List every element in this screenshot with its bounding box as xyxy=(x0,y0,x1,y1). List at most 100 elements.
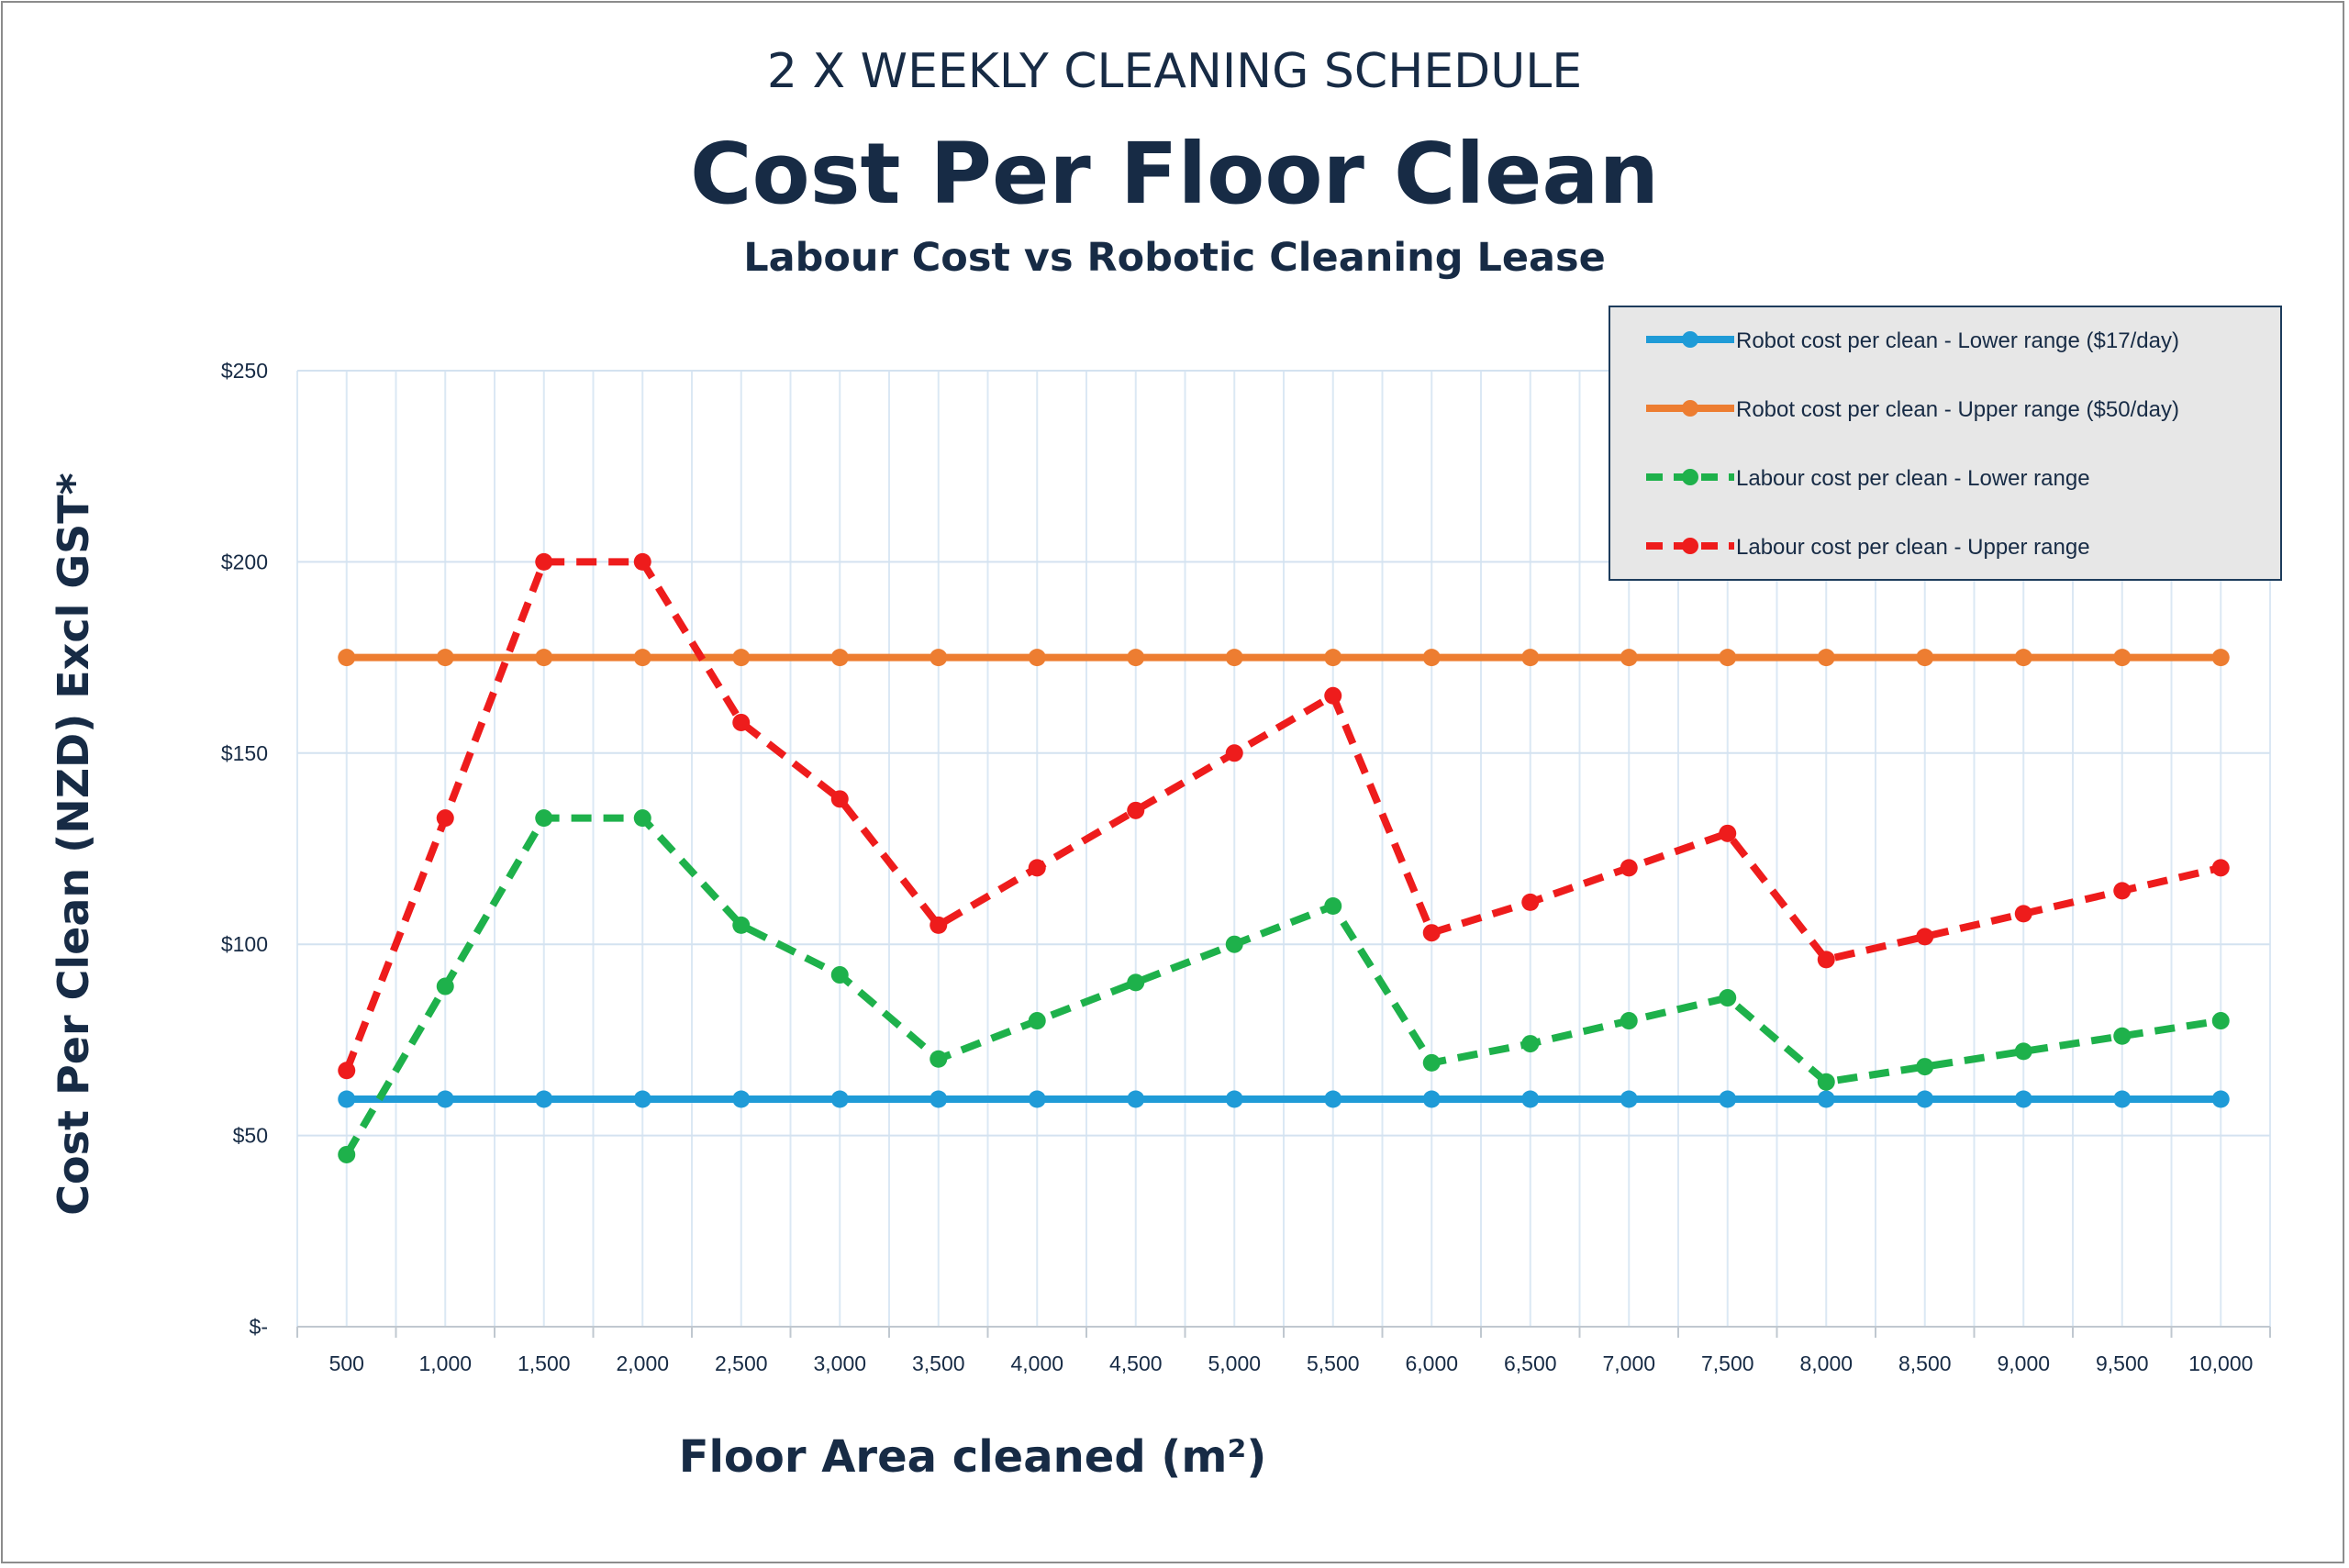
y-tick-label: $200 xyxy=(221,550,268,573)
data-point xyxy=(1916,928,1934,946)
data-point xyxy=(1916,649,1934,667)
x-tick-label: 7,000 xyxy=(1602,1351,1655,1375)
data-point xyxy=(930,1050,948,1068)
data-point xyxy=(1422,649,1441,667)
x-tick-label: 6,000 xyxy=(1405,1351,1458,1375)
x-tick-label: 9,500 xyxy=(2096,1351,2149,1375)
data-point xyxy=(1028,1090,1046,1108)
legend-marker xyxy=(1682,469,1698,485)
data-point xyxy=(1817,951,1835,969)
data-point xyxy=(2014,905,2032,923)
data-point xyxy=(633,809,651,828)
data-point xyxy=(732,916,751,934)
series-3 xyxy=(338,809,2230,1163)
legend-marker xyxy=(1682,331,1698,348)
data-point xyxy=(1422,1053,1441,1072)
data-point xyxy=(830,966,849,984)
series-4 xyxy=(338,552,2230,1080)
data-point xyxy=(1620,1090,1638,1108)
x-tick-label: 4,500 xyxy=(1109,1351,1163,1375)
data-point xyxy=(633,1090,651,1108)
y-tick-label: $250 xyxy=(221,359,268,383)
x-tick-label: 6,500 xyxy=(1504,1351,1557,1375)
axes: $- $50 $100 $150 $200 $250 500 1,000 1,500 2,000 2… xyxy=(221,359,2271,1375)
series-2 xyxy=(338,649,2230,667)
legend-entry: Robot cost per clean - Lower range ($17/… xyxy=(1646,328,2179,353)
data-point xyxy=(1719,649,1737,667)
data-point xyxy=(338,1062,356,1080)
y-tick-label: $150 xyxy=(221,741,268,765)
data-point xyxy=(1620,1012,1638,1030)
x-tick-label: 8,000 xyxy=(1799,1351,1853,1375)
legend-entry: Labour cost per clean - Upper range xyxy=(1646,535,2090,560)
y-tick-label: $100 xyxy=(221,932,268,956)
data-point xyxy=(2113,649,2132,667)
data-point xyxy=(1719,989,1737,1007)
data-point xyxy=(1916,1090,1934,1108)
data-point xyxy=(1521,1090,1540,1108)
chart-supertitle: 2 X WEEKLY CLEANING SCHEDULE xyxy=(766,44,1583,99)
data-point xyxy=(2014,1042,2032,1061)
data-point xyxy=(1521,649,1540,667)
x-axis-title: Floor Area cleaned (m²) xyxy=(679,1431,1267,1483)
data-point xyxy=(930,1090,948,1108)
data-point xyxy=(2211,649,2230,667)
data-point xyxy=(2014,1090,2032,1108)
data-point xyxy=(1620,859,1638,877)
y-tick-label: $50 xyxy=(233,1124,268,1148)
data-point xyxy=(1324,1090,1342,1108)
series-line xyxy=(343,558,2222,1073)
data-point xyxy=(1324,897,1342,916)
legend-label: Robot cost per clean - Lower range ($17/… xyxy=(1736,328,2179,353)
data-point xyxy=(2113,1090,2132,1108)
y-tick-label: $- xyxy=(250,1315,268,1339)
data-point xyxy=(633,552,651,571)
legend: Robot cost per clean - Lower range ($17/… xyxy=(1609,306,2282,581)
data-point xyxy=(830,790,849,808)
data-point xyxy=(535,552,553,571)
x-tick-label: 2,500 xyxy=(715,1351,768,1375)
legend-entry: Labour cost per clean - Lower range xyxy=(1646,466,2090,491)
legend-box xyxy=(1609,306,2282,581)
x-tick-label: 3,500 xyxy=(912,1351,965,1375)
data-point xyxy=(1719,824,1737,842)
data-point xyxy=(338,1090,356,1108)
x-tick-label: 1,500 xyxy=(518,1351,571,1375)
series-lines xyxy=(338,552,2230,1163)
data-point xyxy=(1521,1035,1540,1053)
data-point xyxy=(1324,649,1342,667)
data-point xyxy=(338,649,356,667)
data-point xyxy=(1028,649,1046,667)
data-point xyxy=(535,1090,553,1108)
data-point xyxy=(830,649,849,667)
data-point xyxy=(436,809,454,828)
data-point xyxy=(1324,686,1342,705)
data-point xyxy=(1422,924,1441,942)
data-point xyxy=(436,1090,454,1108)
legend-label: Labour cost per clean - Lower range xyxy=(1736,466,2090,491)
legend-label: Robot cost per clean - Upper range ($50/… xyxy=(1736,397,2179,422)
data-point xyxy=(338,1145,356,1163)
legend-label: Labour cost per clean - Upper range xyxy=(1736,535,2090,560)
data-point xyxy=(1521,893,1540,911)
legend-marker xyxy=(1682,538,1698,554)
data-point xyxy=(1817,649,1835,667)
data-point xyxy=(1422,1090,1441,1108)
data-point xyxy=(535,649,553,667)
series-1 xyxy=(338,1090,2230,1108)
data-point xyxy=(1127,973,1145,992)
x-tick-label: 2,000 xyxy=(616,1351,669,1375)
data-point xyxy=(930,649,948,667)
x-tick-label: 9,000 xyxy=(1997,1351,2050,1375)
data-point xyxy=(1225,744,1243,762)
data-point xyxy=(1127,801,1145,819)
data-point xyxy=(2113,1027,2132,1045)
x-tick-label: 8,500 xyxy=(1898,1351,1952,1375)
data-point xyxy=(1719,1090,1737,1108)
data-point xyxy=(1127,1090,1145,1108)
x-tick-label: 4,000 xyxy=(1010,1351,1063,1375)
chart-subtitle: Labour Cost vs Robotic Cleaning Lease xyxy=(743,235,1606,281)
data-point xyxy=(2113,882,2132,900)
data-point xyxy=(1916,1058,1934,1076)
